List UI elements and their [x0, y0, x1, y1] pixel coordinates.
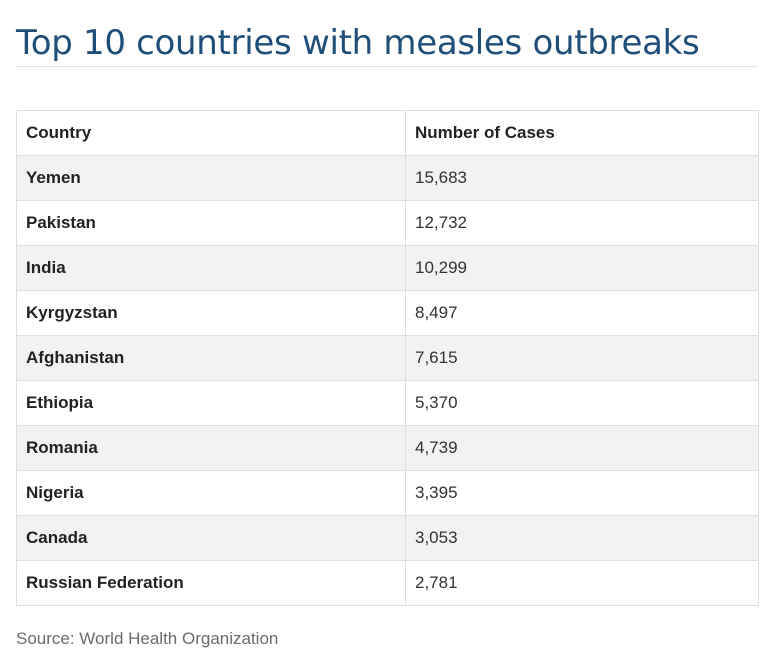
- table-cell-country: Ethiopia: [16, 380, 406, 426]
- table-cell-cases: 3,053: [405, 515, 759, 561]
- table-cell-country: Pakistan: [16, 200, 406, 246]
- table-cell-country: Kyrgyzstan: [16, 290, 406, 336]
- table-cell-cases: 12,732: [405, 200, 759, 246]
- table-cell-cases: 7,615: [405, 335, 759, 381]
- table-cell-cases: 3,395: [405, 470, 759, 516]
- table-row: Afghanistan 7,615: [16, 335, 759, 381]
- table-row: Nigeria 3,395: [16, 470, 759, 516]
- table-cell-country: Russian Federation: [16, 560, 406, 606]
- table-cell-cases: 2,781: [405, 560, 759, 606]
- table-cell-cases: 10,299: [405, 245, 759, 291]
- page-title: Top 10 countries with measles outbreaks: [16, 23, 700, 63]
- table-row: Kyrgyzstan 8,497: [16, 290, 759, 336]
- table-cell-country: Romania: [16, 425, 406, 471]
- table-row: Pakistan 12,732: [16, 200, 759, 246]
- column-header-cases: Number of Cases: [405, 110, 759, 156]
- table-cell-country: Canada: [16, 515, 406, 561]
- table-header-row: Country Number of Cases: [16, 110, 759, 156]
- table-cell-country: India: [16, 245, 406, 291]
- column-header-country: Country: [16, 110, 406, 156]
- source-note: Source: World Health Organization: [16, 629, 279, 648]
- table-row: Romania 4,739: [16, 425, 759, 471]
- table-row: India 10,299: [16, 245, 759, 291]
- table-cell-country: Yemen: [16, 155, 406, 201]
- table-cell-country: Nigeria: [16, 470, 406, 516]
- table-cell-cases: 15,683: [405, 155, 759, 201]
- table-row: Canada 3,053: [16, 515, 759, 561]
- table-cell-cases: 5,370: [405, 380, 759, 426]
- table-cell-country: Afghanistan: [16, 335, 406, 381]
- table-row: Russian Federation 2,781: [16, 560, 759, 606]
- table-row: Ethiopia 5,370: [16, 380, 759, 426]
- data-table: Country Number of Cases Yemen 15,683 Pak…: [16, 110, 759, 606]
- table-cell-cases: 4,739: [405, 425, 759, 471]
- table-row: Yemen 15,683: [16, 155, 759, 201]
- title-divider: [16, 66, 758, 67]
- table-cell-cases: 8,497: [405, 290, 759, 336]
